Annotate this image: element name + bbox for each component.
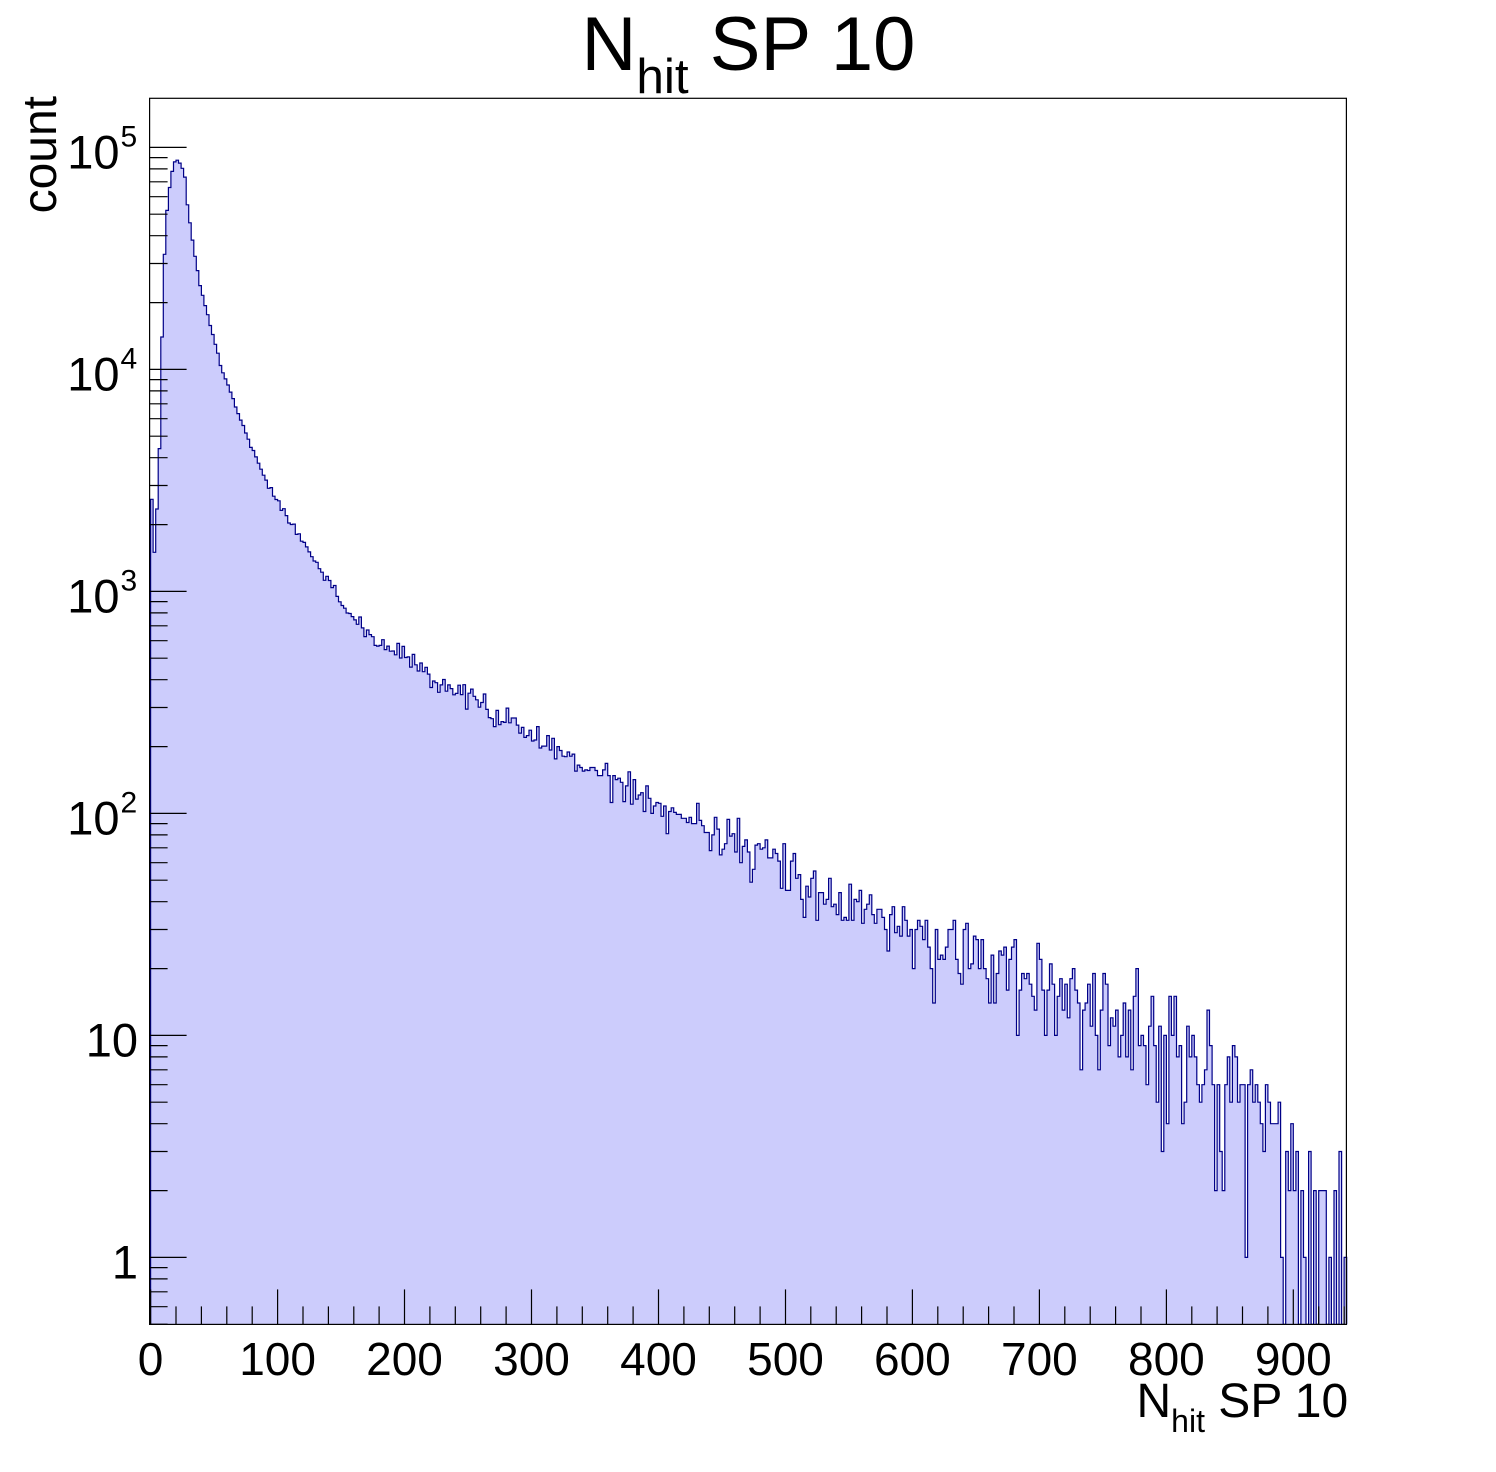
svg-text:300: 300 xyxy=(493,1333,570,1385)
svg-text:200: 200 xyxy=(366,1333,443,1385)
svg-text:10: 10 xyxy=(67,791,119,844)
svg-text:400: 400 xyxy=(620,1333,697,1385)
svg-text:900: 900 xyxy=(1255,1333,1332,1385)
svg-text:100: 100 xyxy=(239,1333,316,1385)
svg-text:4: 4 xyxy=(121,342,138,375)
svg-text:700: 700 xyxy=(1001,1333,1078,1385)
svg-text:5: 5 xyxy=(121,120,138,153)
svg-text:2: 2 xyxy=(121,786,138,819)
svg-text:600: 600 xyxy=(874,1333,951,1385)
svg-text:10: 10 xyxy=(67,347,119,400)
svg-text:800: 800 xyxy=(1128,1333,1205,1385)
svg-text:10: 10 xyxy=(67,569,119,622)
svg-text:3: 3 xyxy=(121,564,138,597)
svg-text:10: 10 xyxy=(86,1013,138,1066)
svg-text:500: 500 xyxy=(747,1333,824,1385)
svg-text:10: 10 xyxy=(67,125,119,178)
svg-text:0: 0 xyxy=(138,1333,164,1385)
svg-text:count: count xyxy=(14,96,67,213)
svg-text:1: 1 xyxy=(112,1235,138,1288)
